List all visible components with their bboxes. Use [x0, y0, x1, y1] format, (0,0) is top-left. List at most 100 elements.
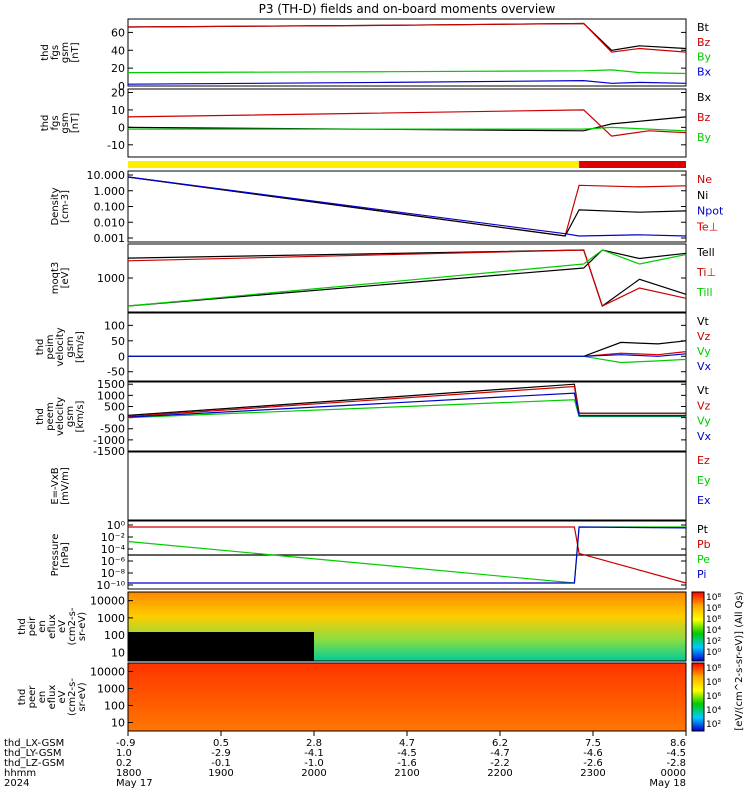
- series-line-Vy: [127, 399, 686, 419]
- legend-entry: Bz: [697, 111, 711, 124]
- y-axis-label: eflux: [47, 685, 58, 710]
- legend-entry: Pt: [697, 523, 709, 536]
- panel-frame: [127, 451, 687, 521]
- legend-entry: Pi: [697, 568, 706, 581]
- legend-entry: Bx: [697, 91, 712, 104]
- y-axis-label: Density: [50, 187, 61, 225]
- y-tick-label: 0.010: [94, 216, 126, 229]
- legend-entry: Vx: [697, 430, 712, 443]
- colorbar-tick-label: 10⁶: [706, 692, 721, 702]
- panel-frame: [127, 591, 687, 662]
- y-axis-label: gsm: [65, 336, 76, 357]
- panel-peer_en_eflux: 10 100 1000 10000 thd peer en eflux eV (cm2-s-sr-…: [17, 662, 687, 732]
- y-tick-label: 100: [104, 629, 125, 642]
- spectrogram-fill: [128, 663, 686, 731]
- y-axis-label: [km/s]: [75, 400, 86, 432]
- series-line-Vx: [127, 392, 686, 418]
- y-axis-label: [nT]: [70, 113, 81, 133]
- panel-fgs_gsm_components: -10 0 10 20 thd fgs gsm [nT] Bx Bz By: [40, 86, 712, 158]
- y-axis-label: gsm: [60, 112, 71, 133]
- y-tick-label: 10.000: [87, 169, 126, 182]
- y-axis-label: gsm: [65, 406, 76, 427]
- legend-entry: Bx: [697, 65, 712, 78]
- x-tick-label: 1.0: [116, 748, 132, 759]
- legend-entry: Te⊥: [696, 220, 718, 233]
- legend-entry: Bz: [697, 36, 711, 49]
- colorbar-tick-label: 10⁸: [706, 664, 721, 674]
- legend-entry: Vt: [697, 315, 710, 328]
- y-axis-label: thd: [17, 689, 28, 706]
- x-tick-label: -1.0: [304, 758, 324, 769]
- colorbar-bottom: [691, 662, 705, 732]
- x-tick-label: 7.5: [585, 738, 601, 749]
- series-line-Npot: [127, 176, 687, 237]
- x-tick-label: -2.2: [490, 758, 510, 769]
- y-axis-label: peer: [27, 685, 38, 709]
- x-tick-label: -2.8: [666, 758, 686, 769]
- x-tick-label: 6.2: [492, 738, 508, 749]
- x-tick-label: -4.5: [397, 748, 417, 759]
- y-tick-label: 0: [118, 350, 125, 363]
- y-axis-label: [km/s]: [75, 331, 86, 363]
- y-tick-label: 100: [104, 700, 125, 713]
- series-line-Pb: [128, 526, 687, 584]
- x-tick-label: -4.6: [583, 748, 603, 759]
- series-line-Ni: [127, 176, 687, 237]
- series-line-Vz: [127, 385, 686, 418]
- panel-temperature: 1000 moqt3 [eV] Tell Ti⊥ Till: [50, 243, 716, 313]
- y-tick-label: 60: [111, 26, 125, 39]
- y-axis-label: en: [37, 691, 48, 704]
- legend-entry: Ne: [697, 173, 712, 186]
- spectrogram-nodata: [128, 632, 314, 661]
- y-tick-label: 500: [104, 400, 125, 413]
- y-tick-label: 10000: [90, 666, 125, 679]
- series-line-Pi: [128, 526, 687, 584]
- colorbar-top: [691, 591, 705, 662]
- y-tick-label: 10: [111, 717, 125, 730]
- legend-entry: Ti⊥: [696, 266, 716, 279]
- y-axis-label: peim: [45, 334, 56, 359]
- y-axis-label: thd: [40, 44, 51, 61]
- series-line-Ne: [127, 176, 687, 237]
- legend-entry: Npot: [697, 205, 724, 218]
- y-axis-label: thd: [35, 339, 46, 356]
- legend-entry: Tell: [696, 246, 715, 259]
- y-axis-label: velocity: [55, 397, 66, 436]
- y-axis-label: [mV/m]: [60, 467, 71, 505]
- colorbar-tick-label: 10²: [706, 720, 721, 730]
- y-tick-label: 10⁻⁴: [101, 543, 126, 556]
- y-tick-label: 0.001: [94, 232, 126, 245]
- panel-efield: E=-VxB [mV/m] Ez Ey Ex: [50, 451, 711, 521]
- plot-title: P3 (TH-D) fields and on-board moments ov…: [259, 2, 556, 16]
- y-axis-label: en: [37, 620, 48, 633]
- y-tick-label: 10⁻⁸: [101, 567, 126, 580]
- y-axis-label: [nPa]: [60, 542, 71, 568]
- y-axis-label: peem: [45, 402, 56, 430]
- panel-mode_bar: [128, 161, 686, 168]
- x-tick-label: -4.1: [304, 748, 324, 759]
- x-tick-label: -4.7: [490, 748, 510, 759]
- x-tick-label: 0.5: [213, 738, 229, 749]
- y-axis-label: E=-VxB: [50, 467, 61, 504]
- y-axis-label: eV: [57, 620, 68, 633]
- y-tick-label: 10: [111, 646, 125, 659]
- mode-segment-0: [128, 161, 580, 168]
- y-tick-label: 1000: [97, 272, 125, 285]
- series-line-Vy: [128, 355, 687, 364]
- x-axis-row-label: thd_LX-GSM: [4, 738, 64, 749]
- x-tick-label: 2.8: [306, 738, 322, 749]
- y-tick-label: 10⁰: [107, 519, 126, 532]
- legend-entry: Ez: [697, 454, 710, 467]
- legend-entry: Pb: [697, 538, 711, 551]
- colorbar-label: [eV/(cm^2-s-sr-eV)] (All Qs): [734, 591, 745, 730]
- y-tick-label: 10000: [90, 595, 125, 608]
- y-axis-label: (cm2-s-: [67, 607, 78, 645]
- y-tick-label: 1000: [97, 612, 125, 625]
- y-axis-label: [nT]: [70, 42, 81, 62]
- legend-entry: Pe: [697, 553, 710, 566]
- legend-entry: Ex: [697, 494, 711, 507]
- x-tick-label: 0000: [661, 768, 686, 779]
- x-tick-label: -0.1: [211, 758, 231, 769]
